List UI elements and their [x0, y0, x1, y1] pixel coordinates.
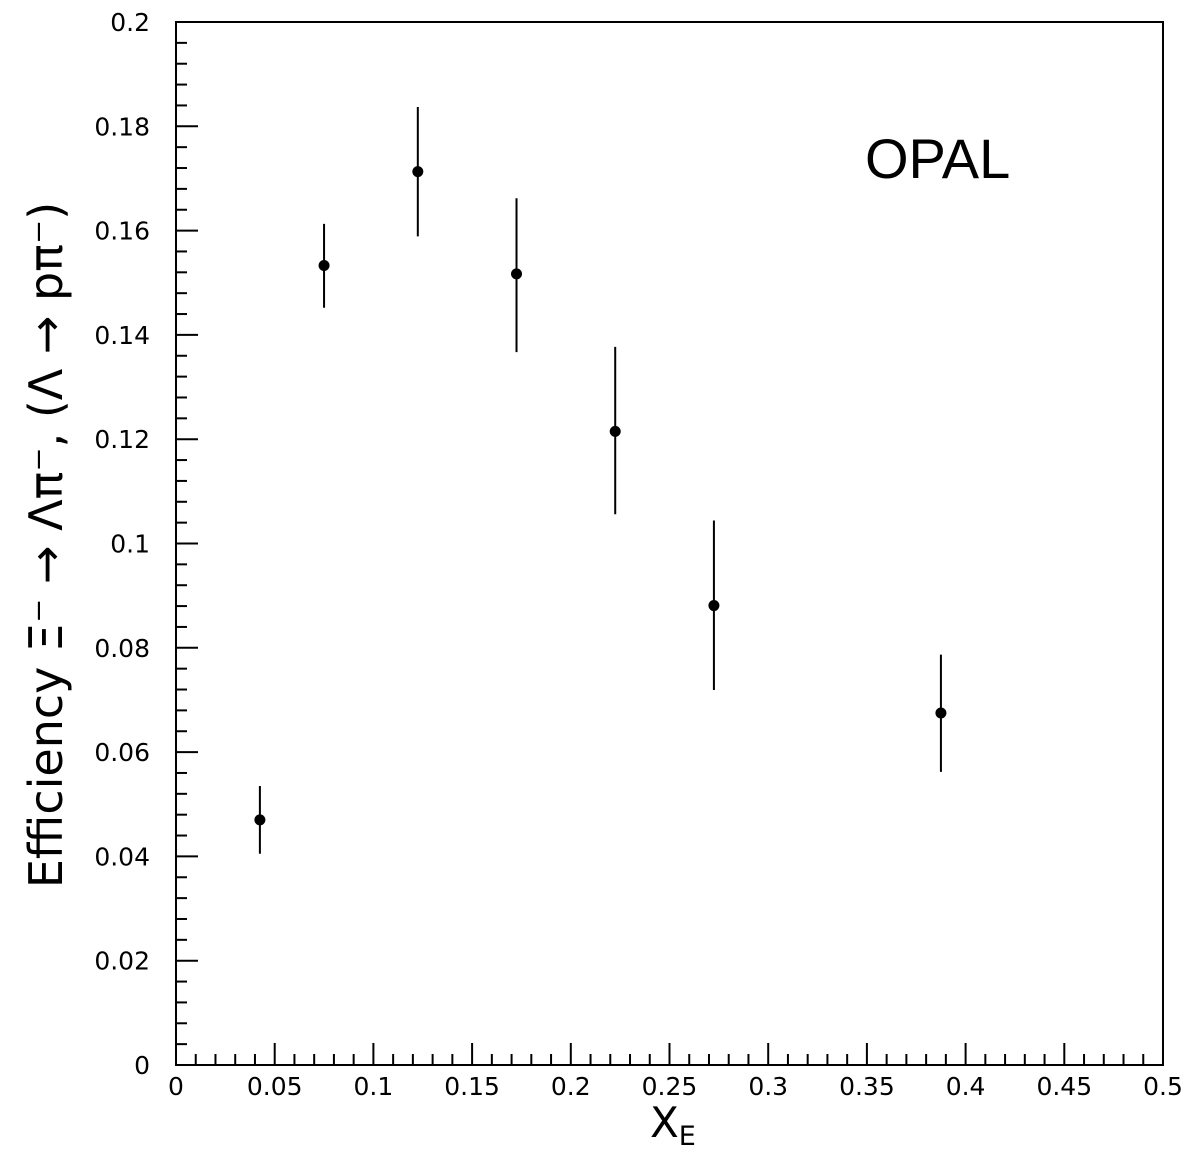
y-tick-label: 0.16	[94, 217, 150, 246]
data-points	[254, 107, 947, 854]
y-tick-label: 0.04	[94, 842, 150, 871]
x-tick-label: 0.4	[946, 1072, 986, 1101]
tick-marks	[175, 21, 1164, 1066]
x-tick-label: 0.5	[1143, 1072, 1183, 1101]
data-point	[935, 707, 947, 719]
x-tick-label: 0.3	[748, 1072, 788, 1101]
data-point	[609, 425, 621, 437]
annotation-opal: OPAL	[865, 127, 1010, 190]
plot-frame	[175, 21, 1164, 1066]
x-tick-label: 0.35	[839, 1072, 895, 1101]
y-tick-label: 0.14	[94, 321, 150, 350]
data-point	[254, 814, 266, 826]
y-tick-label: 0.06	[94, 738, 150, 767]
y-tick-label: 0	[134, 1051, 150, 1080]
x-axis-title: XE	[650, 1098, 696, 1152]
x-tick-label: 0.45	[1036, 1072, 1092, 1101]
x-tick-label: 0.05	[247, 1072, 303, 1101]
data-point	[708, 600, 720, 612]
y-tick-label: 0.02	[94, 947, 150, 976]
x-tick-label: 0.2	[551, 1072, 591, 1101]
x-tick-label: 0.1	[354, 1072, 394, 1101]
y-tick-label: 0.12	[94, 425, 150, 454]
data-point	[412, 166, 424, 178]
y-tick-labels: 0 0.02 0.04 0.06 0.08 0.1 0.12 0.14 0.16 0.18 0.2	[94, 8, 150, 1080]
x-tick-label: 0.15	[444, 1072, 500, 1101]
x-tick-label: 0.25	[642, 1072, 698, 1101]
x-tick-label: 0	[168, 1072, 184, 1101]
y-tick-label: 0.1	[110, 530, 150, 559]
y-tick-label: 0.08	[94, 634, 150, 663]
data-point	[318, 260, 330, 272]
x-axis-title-sub: E	[679, 1121, 696, 1152]
y-tick-label: 0.18	[94, 112, 150, 141]
y-tick-label: 0.2	[110, 8, 150, 37]
x-axis-title-main: X	[650, 1098, 679, 1147]
data-point	[511, 268, 523, 280]
x-tick-labels: 0 0.05 0.1 0.15 0.2 0.25 0.3 0.35 0.4 0.45 0.5	[168, 1072, 1183, 1101]
y-axis-title: Efficiency Ξ⁻ → Λπ⁻, (Λ → pπ⁻)	[19, 202, 73, 888]
